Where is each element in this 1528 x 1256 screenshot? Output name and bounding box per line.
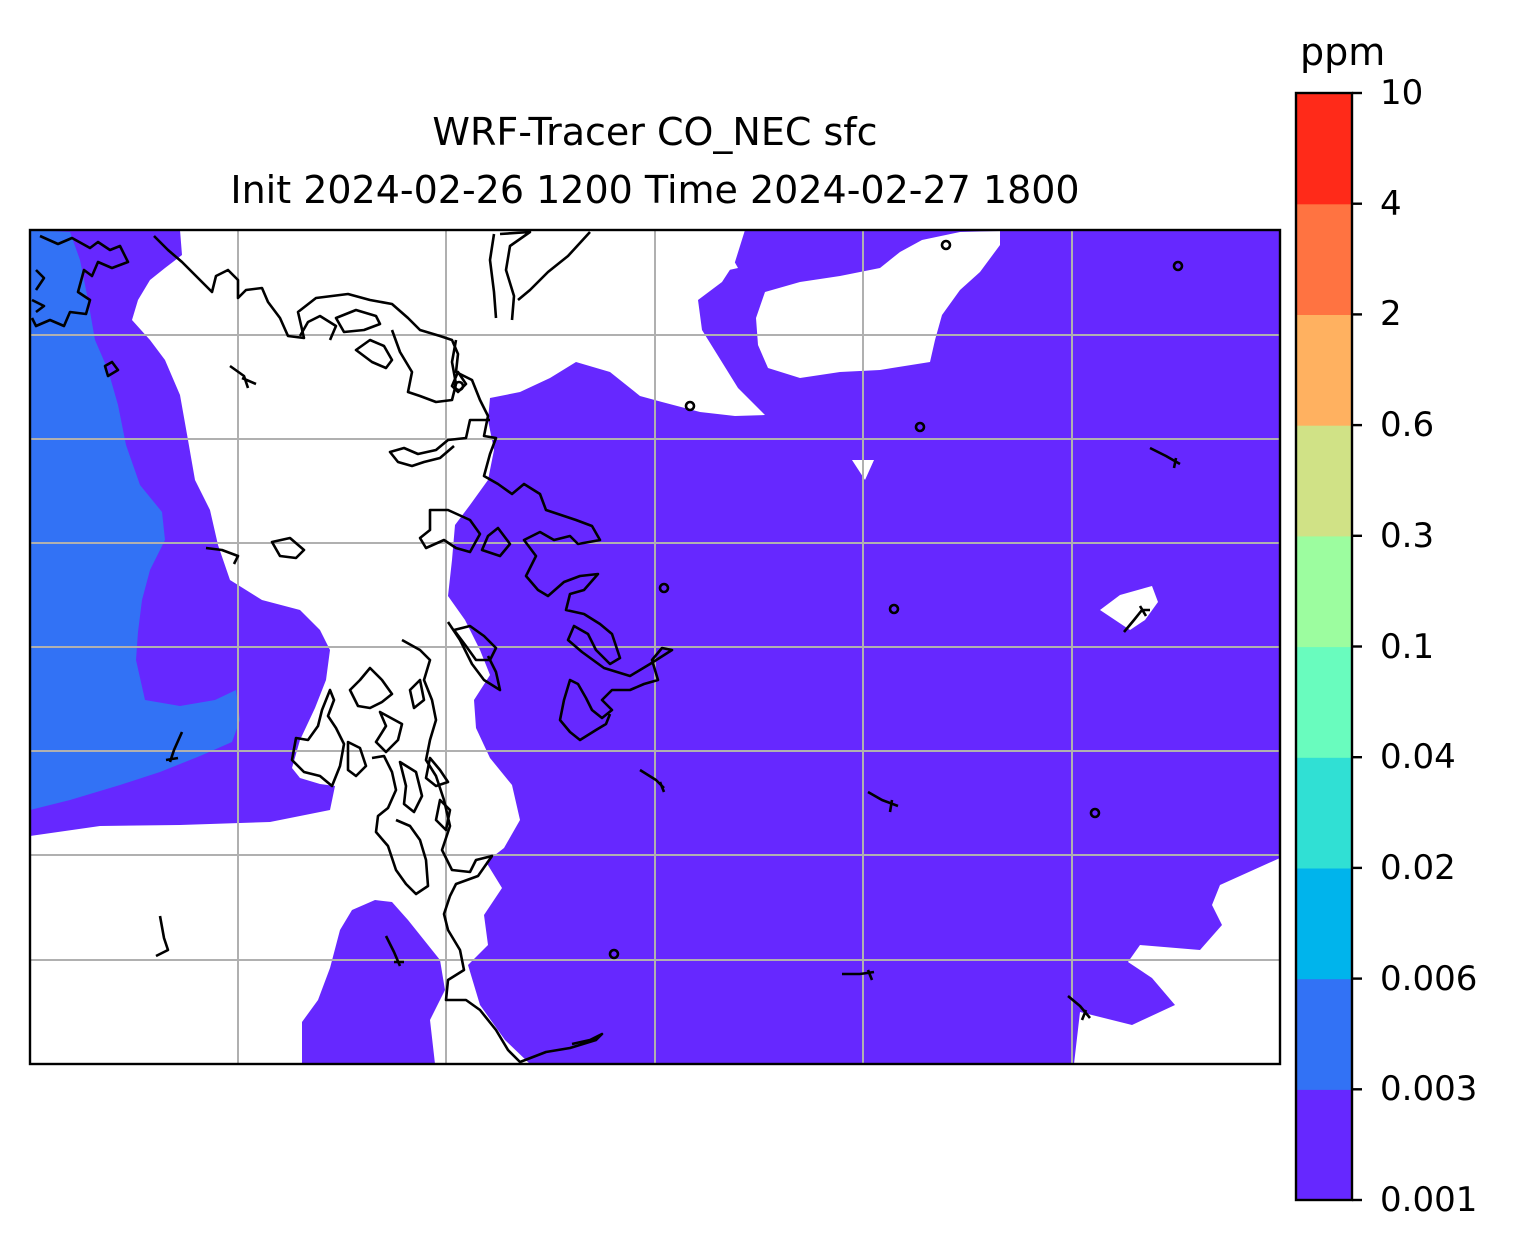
chart-title-line2: Init 2024-02-26 1200 Time 2024-02-27 180…: [230, 168, 1080, 212]
coastlines: [30, 230, 1184, 1064]
colorbar-segment: [1296, 646, 1352, 758]
colorbar: [1296, 91, 1362, 1202]
colorbar-frame: [1294, 91, 1354, 1202]
colorbar-tick-label: 10: [1380, 73, 1424, 113]
colorbar-segment: [1296, 867, 1352, 980]
colorbar-tick-label: 0.1: [1380, 626, 1435, 667]
clean-air-northwest: [660, 242, 738, 272]
colorbar-segment: [1296, 425, 1352, 537]
colorbar-tick-label: 0.3: [1380, 515, 1435, 556]
map-frame: [28, 228, 1282, 1066]
map-gridlines: [30, 230, 1280, 1064]
colorbar-tick-label: 0.02: [1380, 847, 1456, 888]
colorbar-unit-label: ppm: [1300, 30, 1386, 74]
colorbar-segment: [1296, 757, 1352, 869]
map-area: [30, 230, 1280, 1064]
chart-title-line1: WRF-Tracer CO_NEC sfc: [432, 110, 878, 154]
colorbar-tick-label: 2: [1380, 294, 1402, 335]
colorbar-segment: [1296, 535, 1352, 648]
colorbar-tick-label: 0.001: [1380, 1180, 1478, 1220]
colorbar-segment: [1296, 93, 1352, 205]
colorbar-tick-label: 0.6: [1380, 405, 1435, 446]
colorbar-tick-label: 0.006: [1380, 958, 1478, 999]
colorbar-segment: [1296, 203, 1352, 315]
colorbar-tick-label: 0.003: [1380, 1069, 1478, 1110]
clean-air-east: [1100, 586, 1158, 630]
colorbar-segment: [1296, 314, 1352, 426]
colorbar-segment: [1296, 978, 1352, 1090]
colorbar-tick-label: 4: [1380, 183, 1402, 224]
colorbar-segment: [1296, 1089, 1352, 1201]
colorbar-tick-label: 0.04: [1380, 737, 1456, 778]
tracer-fill-west-band: [30, 230, 240, 810]
tracer-fill-south-lobe: [302, 900, 445, 1064]
clean-air-north: [756, 231, 1000, 378]
